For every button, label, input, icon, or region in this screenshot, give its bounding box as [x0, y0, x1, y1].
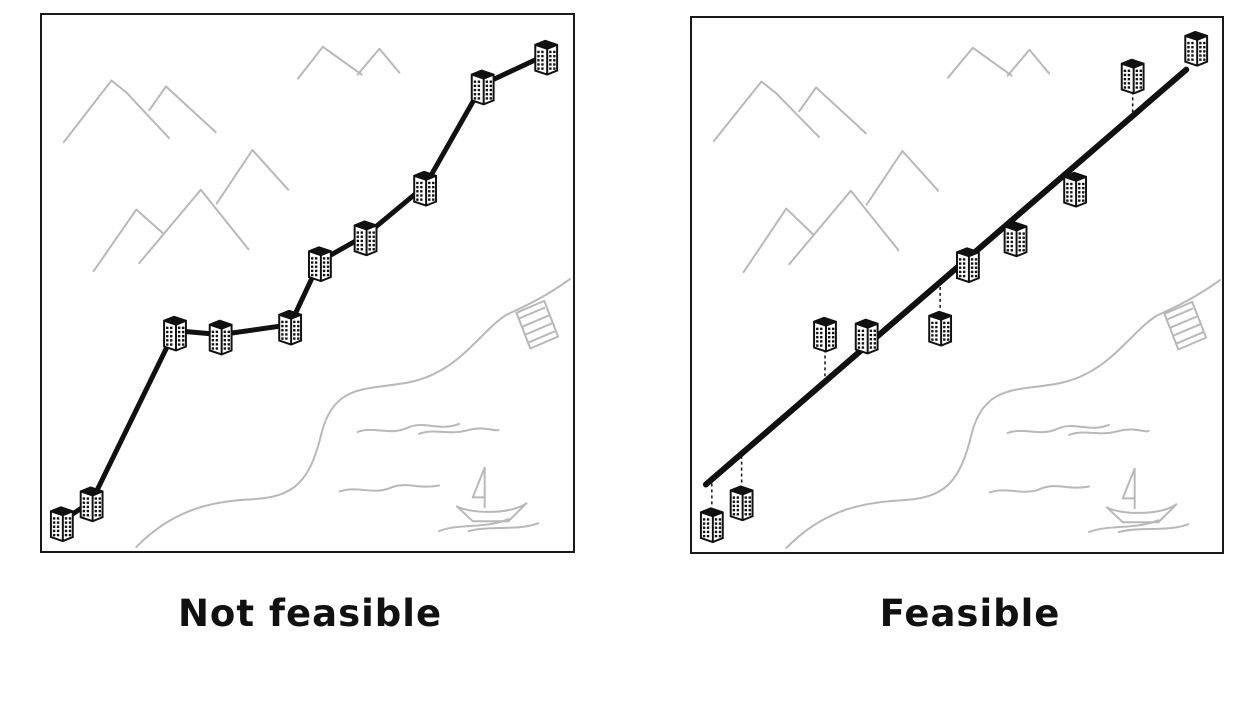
mountain-icon — [788, 189, 900, 266]
mountain-icon — [148, 85, 217, 134]
building-icon — [956, 247, 980, 284]
shoreline — [785, 279, 1222, 550]
building-icon — [79, 486, 104, 523]
caption-feasible: Feasible — [879, 592, 1061, 635]
mountains — [712, 46, 1051, 274]
mountain-icon — [138, 188, 250, 265]
building-icon — [163, 315, 187, 352]
panel-not-feasible — [40, 13, 575, 553]
buildings — [49, 39, 559, 543]
building-icon — [470, 69, 495, 106]
caption-not-feasible: Not feasible — [177, 592, 443, 635]
panel-feasible — [690, 16, 1224, 554]
mountain-icon — [742, 207, 815, 274]
sailboat-icon — [1105, 467, 1190, 534]
building-icon — [729, 485, 754, 522]
waves — [988, 423, 1160, 534]
building-icon — [413, 170, 438, 207]
buildings — [699, 30, 1209, 544]
winding-road — [60, 52, 548, 524]
building-icon — [1003, 221, 1028, 258]
mountain-icon — [865, 150, 940, 206]
building-icon — [49, 506, 74, 543]
building-icon — [534, 39, 559, 76]
mountain-icon — [92, 208, 165, 273]
building-icon — [699, 507, 724, 544]
mountain-icon — [947, 46, 1013, 79]
building-icon — [208, 319, 233, 356]
mountain-icon — [297, 45, 363, 80]
building-icon — [854, 318, 879, 355]
mountain-icon — [215, 149, 290, 205]
building-icon — [1120, 58, 1145, 95]
sailboat-icon — [455, 466, 540, 533]
mountain-icon — [1006, 48, 1051, 77]
building-icon — [813, 316, 837, 353]
mountain-icon — [356, 47, 401, 76]
building-icon — [1063, 171, 1088, 208]
building-icon — [928, 310, 953, 347]
map-not-feasible — [49, 39, 572, 549]
straight-road — [702, 66, 1190, 488]
mountain-icon — [712, 80, 821, 143]
building-icon — [278, 309, 303, 346]
mountains — [62, 45, 401, 273]
shoreline — [135, 278, 572, 549]
mountain-icon — [62, 79, 171, 144]
building-icon — [1184, 30, 1209, 67]
waves — [338, 422, 510, 533]
building-icon — [353, 220, 378, 257]
map-feasible — [699, 30, 1222, 550]
building-icon — [307, 246, 332, 283]
mountain-icon — [798, 86, 867, 135]
